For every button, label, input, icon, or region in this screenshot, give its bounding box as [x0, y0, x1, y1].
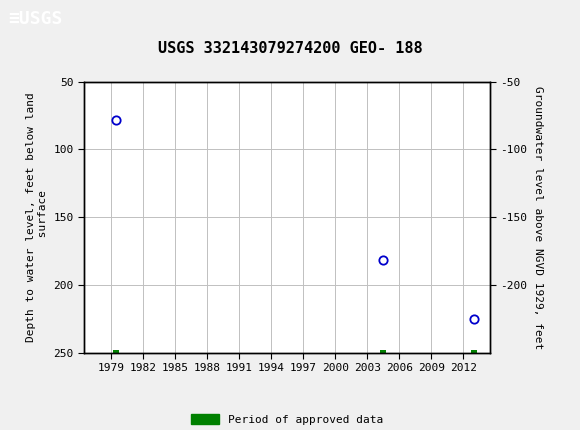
Legend: Period of approved data: Period of approved data: [187, 410, 387, 430]
Text: ≡USGS: ≡USGS: [9, 10, 63, 28]
Y-axis label: Depth to water level, feet below land
 surface: Depth to water level, feet below land su…: [26, 92, 48, 342]
Text: USGS 332143079274200 GEO- 188: USGS 332143079274200 GEO- 188: [158, 41, 422, 56]
Y-axis label: Groundwater level above NGVD 1929, feet: Groundwater level above NGVD 1929, feet: [533, 86, 543, 349]
